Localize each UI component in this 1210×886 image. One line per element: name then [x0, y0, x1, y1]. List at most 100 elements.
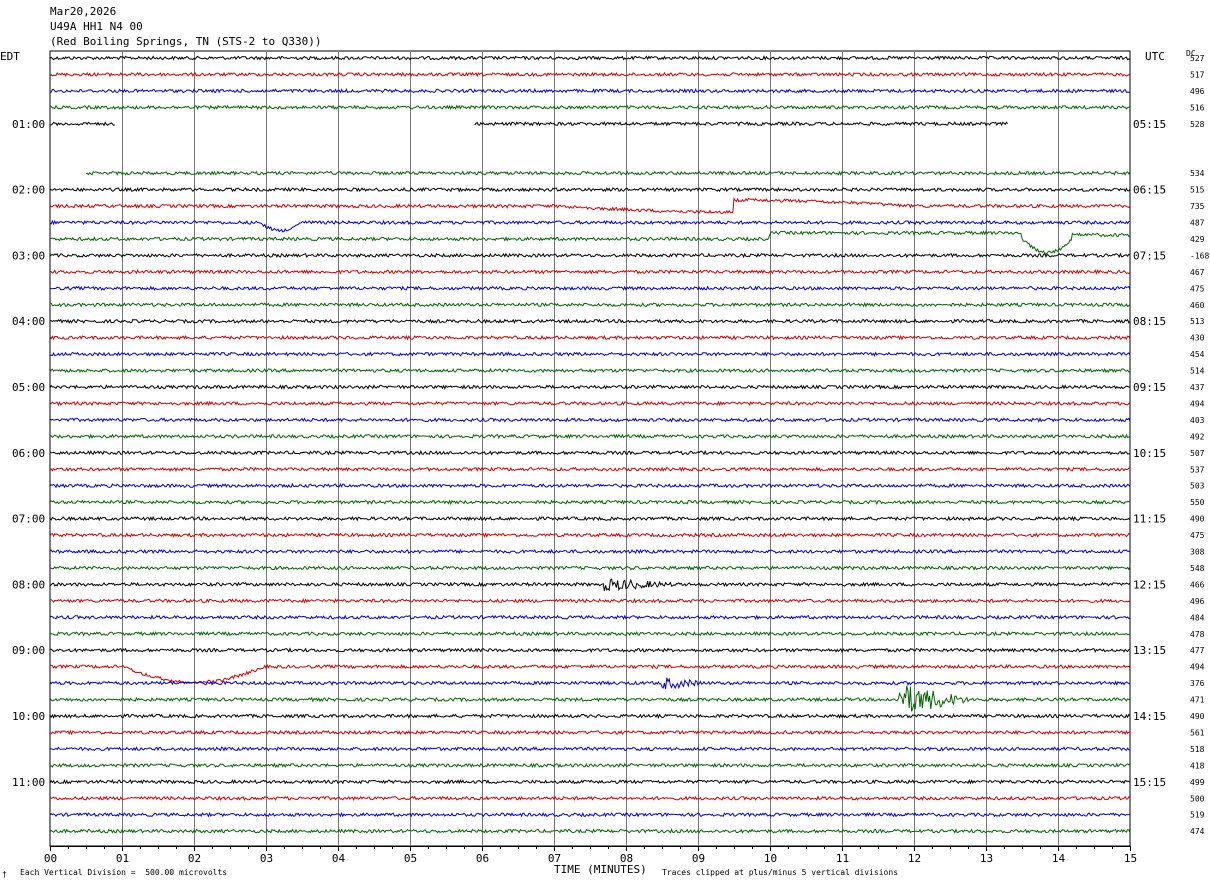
x-tick-label: 04 [332, 852, 346, 865]
dc-offset-label: 471 [1190, 696, 1205, 705]
right-hour-label: 09:15 [1133, 381, 1166, 394]
dc-offset-label: 518 [1190, 745, 1205, 754]
dc-offset-label: -168 [1190, 251, 1209, 260]
trace-line [49, 230, 1131, 255]
dc-offset-label: 496 [1190, 87, 1205, 96]
dc-offset-label: 454 [1190, 350, 1205, 359]
header-station: U49A HH1 N4 00 [50, 20, 143, 33]
trace-line [49, 630, 1131, 637]
left-hour-label: 01:00 [12, 118, 45, 131]
trace-line [49, 88, 1131, 94]
dc-offset-label: 430 [1190, 334, 1205, 343]
right-hour-label: 06:15 [1133, 184, 1166, 197]
right-hour-label: 10:15 [1133, 447, 1166, 460]
trace-line [49, 433, 1131, 440]
trace-line [49, 197, 1131, 215]
dc-offset-label: 376 [1190, 679, 1205, 688]
left-hour-label: 03:00 [12, 249, 45, 262]
trace-line [49, 614, 1131, 621]
x-tick-label: 05 [404, 852, 417, 865]
dc-offset-label: 437 [1190, 383, 1205, 392]
dc-offset-label: 490 [1190, 712, 1205, 721]
trace-line [49, 811, 1131, 818]
dc-offset-label: 477 [1190, 646, 1205, 655]
dc-offset-label: 492 [1190, 432, 1205, 441]
trace-line [49, 384, 1131, 390]
dc-offset-label: 474 [1190, 827, 1205, 836]
trace-line [49, 71, 1131, 78]
trace-line [49, 778, 1131, 785]
trace-line [49, 713, 1131, 719]
trace-line [49, 578, 1131, 592]
trace-line [49, 55, 1131, 61]
dc-offset-label: 519 [1190, 811, 1205, 820]
x-tick-label: 10 [764, 852, 777, 865]
x-tick-label: 11 [836, 852, 849, 865]
trace-line [49, 515, 1131, 522]
x-tick-label: 09 [692, 852, 705, 865]
trace-line [49, 762, 1131, 769]
x-tick-label: 08 [620, 852, 633, 865]
trace-line [49, 269, 1131, 275]
trace-line [49, 186, 1131, 193]
clip-note: Traces clipped at plus/minus 5 vertical … [662, 868, 899, 877]
left-hour-label: 11:00 [12, 776, 45, 789]
trace-line [49, 466, 1131, 473]
trace-line [49, 104, 1131, 111]
x-tick-label: 14 [1052, 852, 1066, 865]
dc-offset-label: 499 [1190, 778, 1205, 787]
dc-offset-label: 403 [1190, 416, 1205, 425]
dc-offset-label: 484 [1190, 613, 1205, 622]
right-hour-label: 12:15 [1133, 578, 1166, 591]
trace-line [49, 482, 1131, 489]
dc-offset-label: 308 [1190, 548, 1205, 557]
x-tick-label: 06 [476, 852, 489, 865]
right-hour-label: 14:15 [1133, 710, 1166, 723]
dc-offset-label: 500 [1190, 794, 1205, 803]
dc-offset-label: 550 [1190, 498, 1205, 507]
left-timezone-label: EDT [0, 50, 20, 63]
dc-label: DC [1186, 49, 1196, 58]
trace-line [49, 532, 1131, 538]
right-timezone-label: UTC [1145, 50, 1165, 63]
trace-line [49, 828, 1131, 834]
trace-line [49, 449, 1131, 456]
dc-offset-label: 503 [1190, 482, 1205, 491]
left-hour-label: 08:00 [12, 578, 45, 591]
trace-line [49, 334, 1131, 341]
left-hour-label: 09:00 [12, 644, 45, 657]
trace-line [49, 121, 115, 127]
dc-offset-label: 496 [1190, 597, 1205, 606]
trace-line [49, 565, 1131, 571]
minute-gridlines [49, 50, 1131, 847]
header-location: (Red Boiling Springs, TN (STS-2 to Q330)… [50, 35, 322, 48]
dc-offset-label: 490 [1190, 515, 1205, 524]
corner-mark: † [2, 870, 7, 879]
plot-frame [49, 50, 1131, 847]
dc-offset-label: 528 [1190, 120, 1205, 129]
dc-offset-label: 429 [1190, 235, 1205, 244]
dc-offset-label: 475 [1190, 284, 1205, 293]
dc-offset-labels: 527 517 496 516 528 534 515 735 487 429 -168 467 475… [1190, 54, 1209, 836]
trace-line [49, 663, 1131, 684]
scale-note: Each Vertical Division = 500.00 microvol… [20, 868, 228, 877]
left-hour-label: 10:00 [12, 710, 45, 723]
dc-offset-label: 548 [1190, 564, 1205, 573]
left-hour-label: 05:00 [12, 381, 45, 394]
header-date: Mar20,2026 [50, 5, 117, 18]
x-tick-label: 12 [908, 852, 921, 865]
left-hour-label: 06:00 [12, 447, 45, 460]
trace-line [49, 318, 1131, 325]
right-hour-label: 08:15 [1133, 315, 1166, 328]
right-hour-label: 13:15 [1133, 644, 1166, 657]
trace-line [49, 400, 1131, 407]
trace-line [49, 252, 1131, 259]
dc-offset-label: 516 [1190, 103, 1205, 112]
dc-offset-label: 466 [1190, 580, 1205, 589]
trace-line [85, 170, 1131, 176]
dc-offset-label: 467 [1190, 268, 1205, 277]
dc-offset-label: 487 [1190, 219, 1205, 228]
trace-line [49, 301, 1131, 308]
dc-offset-label: 527 [1190, 54, 1205, 63]
